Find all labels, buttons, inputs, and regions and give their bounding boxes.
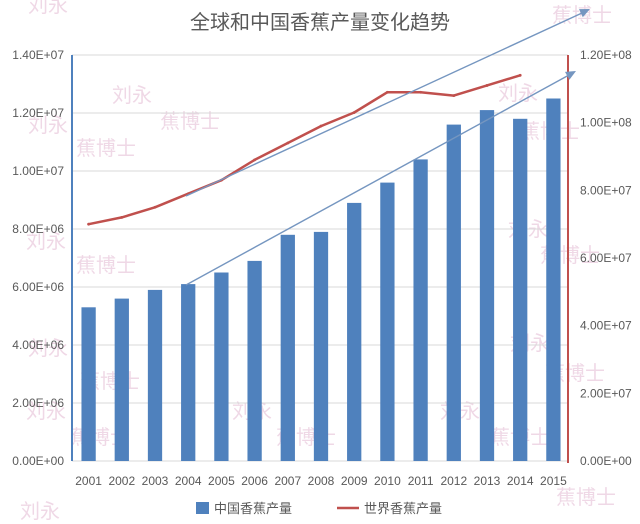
trend-arrow-upper [185,9,590,197]
legend: 中国香蕉产量 世界香蕉产量 [196,502,442,517]
x-tick-label-2012: 2012 [440,474,467,488]
china-bar-2015 [546,98,561,461]
x-tick-label-2005: 2005 [208,474,235,488]
y-left-tick-labels: 0.00E+00 2.00E+06 4.00E+06 6.00E+06 8.00E+06… [12,48,64,468]
chart-title: 全球和中国香蕉产量变化趋势 [190,10,450,34]
legend-label-world: 世界香蕉产量 [364,502,442,517]
x-tick-label-2001: 2001 [75,474,102,488]
world-point-2009 [352,111,356,114]
trend-arrow-lower [185,71,576,286]
y-right-tick-label: 6.00E+07 [580,251,632,265]
x-tick-label-2011: 2011 [408,474,434,488]
china-bar-2007 [280,234,295,461]
y-right-tick-label: 4.00E+07 [580,319,632,333]
china-bar-2001 [81,307,96,461]
watermark-text: 刘永 [28,113,68,137]
y-right-tick-label: 0.00E+00 [580,454,632,468]
china-bar-2005 [214,272,229,461]
y-left-tick-label: 6.00E+06 [12,280,64,294]
y-right-tick-label: 1.00E+08 [580,116,632,130]
y-right-tick-label: 1.20E+08 [580,48,632,62]
china-bar-2004 [181,284,196,461]
world-point-2011 [419,90,422,94]
y-right-tick-label: 8.00E+07 [580,183,632,197]
y-left-tick-label: 1.40E+07 [12,48,64,62]
world-point-2013 [485,84,489,87]
y-right-tick-label: 2.00E+07 [580,386,632,400]
y-left-tick-label: 1.20E+07 [12,106,64,120]
watermark-text: 蕉博士 [76,136,136,160]
legend-label-china: 中国香蕉产量 [214,502,292,517]
legend-swatch-china [196,502,209,514]
world-point-2003 [153,205,157,209]
watermark-text: 刘永 [26,229,66,253]
china-bar-2003 [147,289,163,461]
y-left-tick-label: 0.00E+00 [12,454,64,468]
world-point-2006 [253,158,256,162]
y-right-tick-labels: 0.00E+00 2.00E+07 4.00E+07 6.00E+07 8.00E+07… [580,48,632,468]
x-tick-label-2010: 2010 [374,474,401,488]
china-bar-2012 [446,124,461,461]
x-tick-label-2014: 2014 [507,474,534,488]
china-bar-2006 [247,260,262,461]
watermark-text: 刘永 [498,81,538,105]
y-left-tick-label: 2.00E+06 [12,396,64,410]
watermark-text: 刘永 [20,499,60,523]
x-tick-label-2015: 2015 [540,474,567,488]
world-point-2002 [120,216,124,219]
x-tick-label-2003: 2003 [142,474,169,488]
world-point-2007 [286,141,290,145]
x-tick-label-2008: 2008 [308,474,335,488]
watermark-text: 刘永 [28,0,68,17]
y-left-tick-label: 4.00E+06 [12,338,64,352]
x-tick-labels: 2001 2002 2003 2004 2005 2006 2007 2008 2009 2010… [75,474,567,488]
x-tick-label-2007: 2007 [274,474,301,488]
watermark-text: 蕉博士 [76,253,136,277]
x-tick-label-2002: 2002 [108,474,135,488]
watermark-text: 蕉博士 [556,485,616,509]
watermark-text: 刘永 [28,336,68,360]
x-tick-label-2006: 2006 [241,474,268,488]
world-production-points [87,73,522,226]
world-point-2001 [87,222,90,226]
world-point-2012 [452,94,456,97]
china-bar-2010 [380,182,395,461]
x-tick-label-2004: 2004 [175,474,202,488]
china-bar-2002 [114,298,129,461]
world-production-line [87,74,522,226]
x-tick-label-2009: 2009 [341,474,368,488]
x-tick-label-2013: 2013 [474,474,501,488]
y-left-tick-label: 8.00E+06 [12,222,64,236]
world-point-2008 [319,124,323,128]
china-bar-2009 [347,202,362,461]
world-point-2014 [518,73,522,77]
china-bar-2013 [479,110,495,461]
watermark-text: 刘永 [26,399,66,423]
china-production-bars [81,98,561,462]
china-bar-2011 [413,159,428,461]
china-bar-2008 [313,231,329,461]
world-point-2010 [386,90,389,94]
china-bar-2014 [513,118,528,462]
watermark-text: 刘永 [112,83,152,107]
y-left-tick-label: 1.00E+07 [12,164,64,178]
